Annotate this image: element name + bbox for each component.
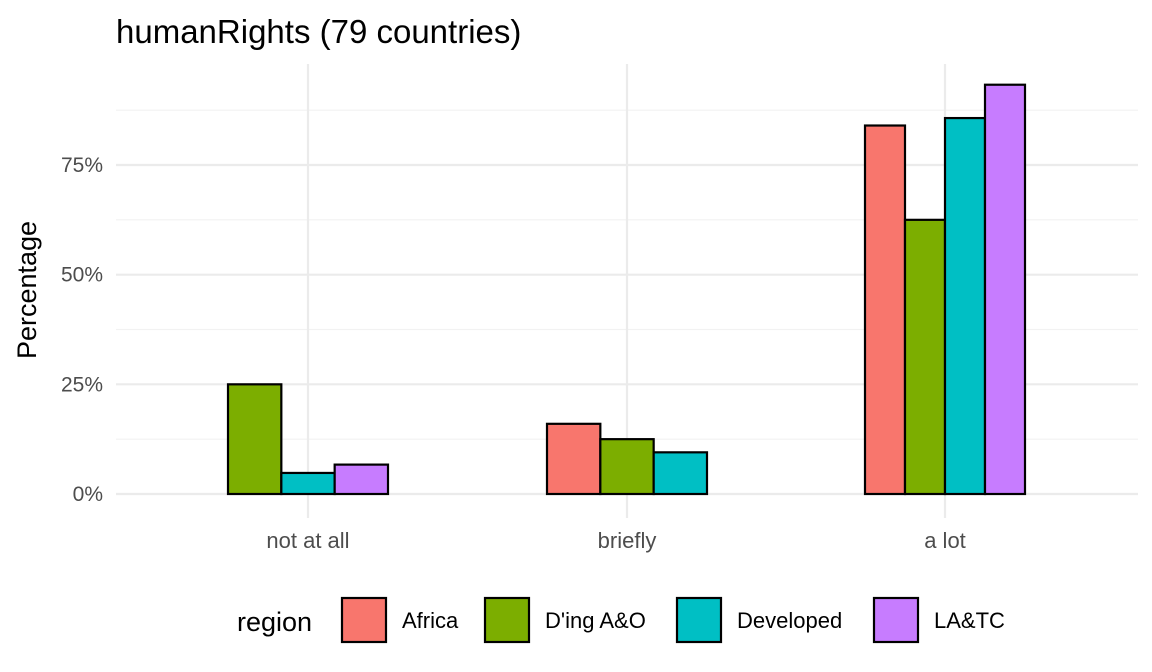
bar bbox=[599, 438, 655, 496]
legend-key bbox=[483, 596, 531, 644]
bar bbox=[903, 218, 947, 496]
legend-key bbox=[872, 596, 920, 644]
legend-label: LA&TC bbox=[934, 608, 1005, 633]
legend-key bbox=[675, 596, 723, 644]
y-axis-ticks: 0% 25% 50% 75% bbox=[61, 154, 103, 506]
x-axis-ticks: not at all briefly a lot bbox=[266, 528, 965, 553]
y-tick-label: 25% bbox=[61, 373, 103, 396]
legend-label: Africa bbox=[402, 608, 459, 633]
bar bbox=[652, 451, 709, 496]
bar bbox=[863, 124, 907, 496]
y-tick-label: 0% bbox=[73, 483, 103, 506]
x-tick-label: briefly bbox=[598, 528, 657, 553]
bars bbox=[226, 83, 1027, 496]
x-tick-label: not at all bbox=[266, 528, 349, 553]
y-tick-label: 50% bbox=[61, 264, 103, 287]
bar bbox=[280, 471, 336, 496]
legend-label: D'ing A&O bbox=[545, 608, 646, 633]
bar bbox=[545, 422, 602, 496]
bar bbox=[943, 116, 987, 496]
legend-key bbox=[340, 596, 388, 644]
bar bbox=[983, 83, 1027, 496]
x-tick-label: a lot bbox=[924, 528, 966, 553]
legend-title: region bbox=[237, 607, 312, 637]
y-axis-label: Percentage bbox=[12, 221, 42, 359]
chart-title: humanRights (79 countries) bbox=[116, 13, 521, 50]
legend: region Africa D'ing A&O Developed LA&TC bbox=[237, 596, 1005, 644]
y-tick-label: 75% bbox=[61, 154, 103, 177]
legend-label: Developed bbox=[737, 608, 842, 633]
bar bbox=[333, 463, 390, 496]
bar bbox=[226, 383, 283, 496]
